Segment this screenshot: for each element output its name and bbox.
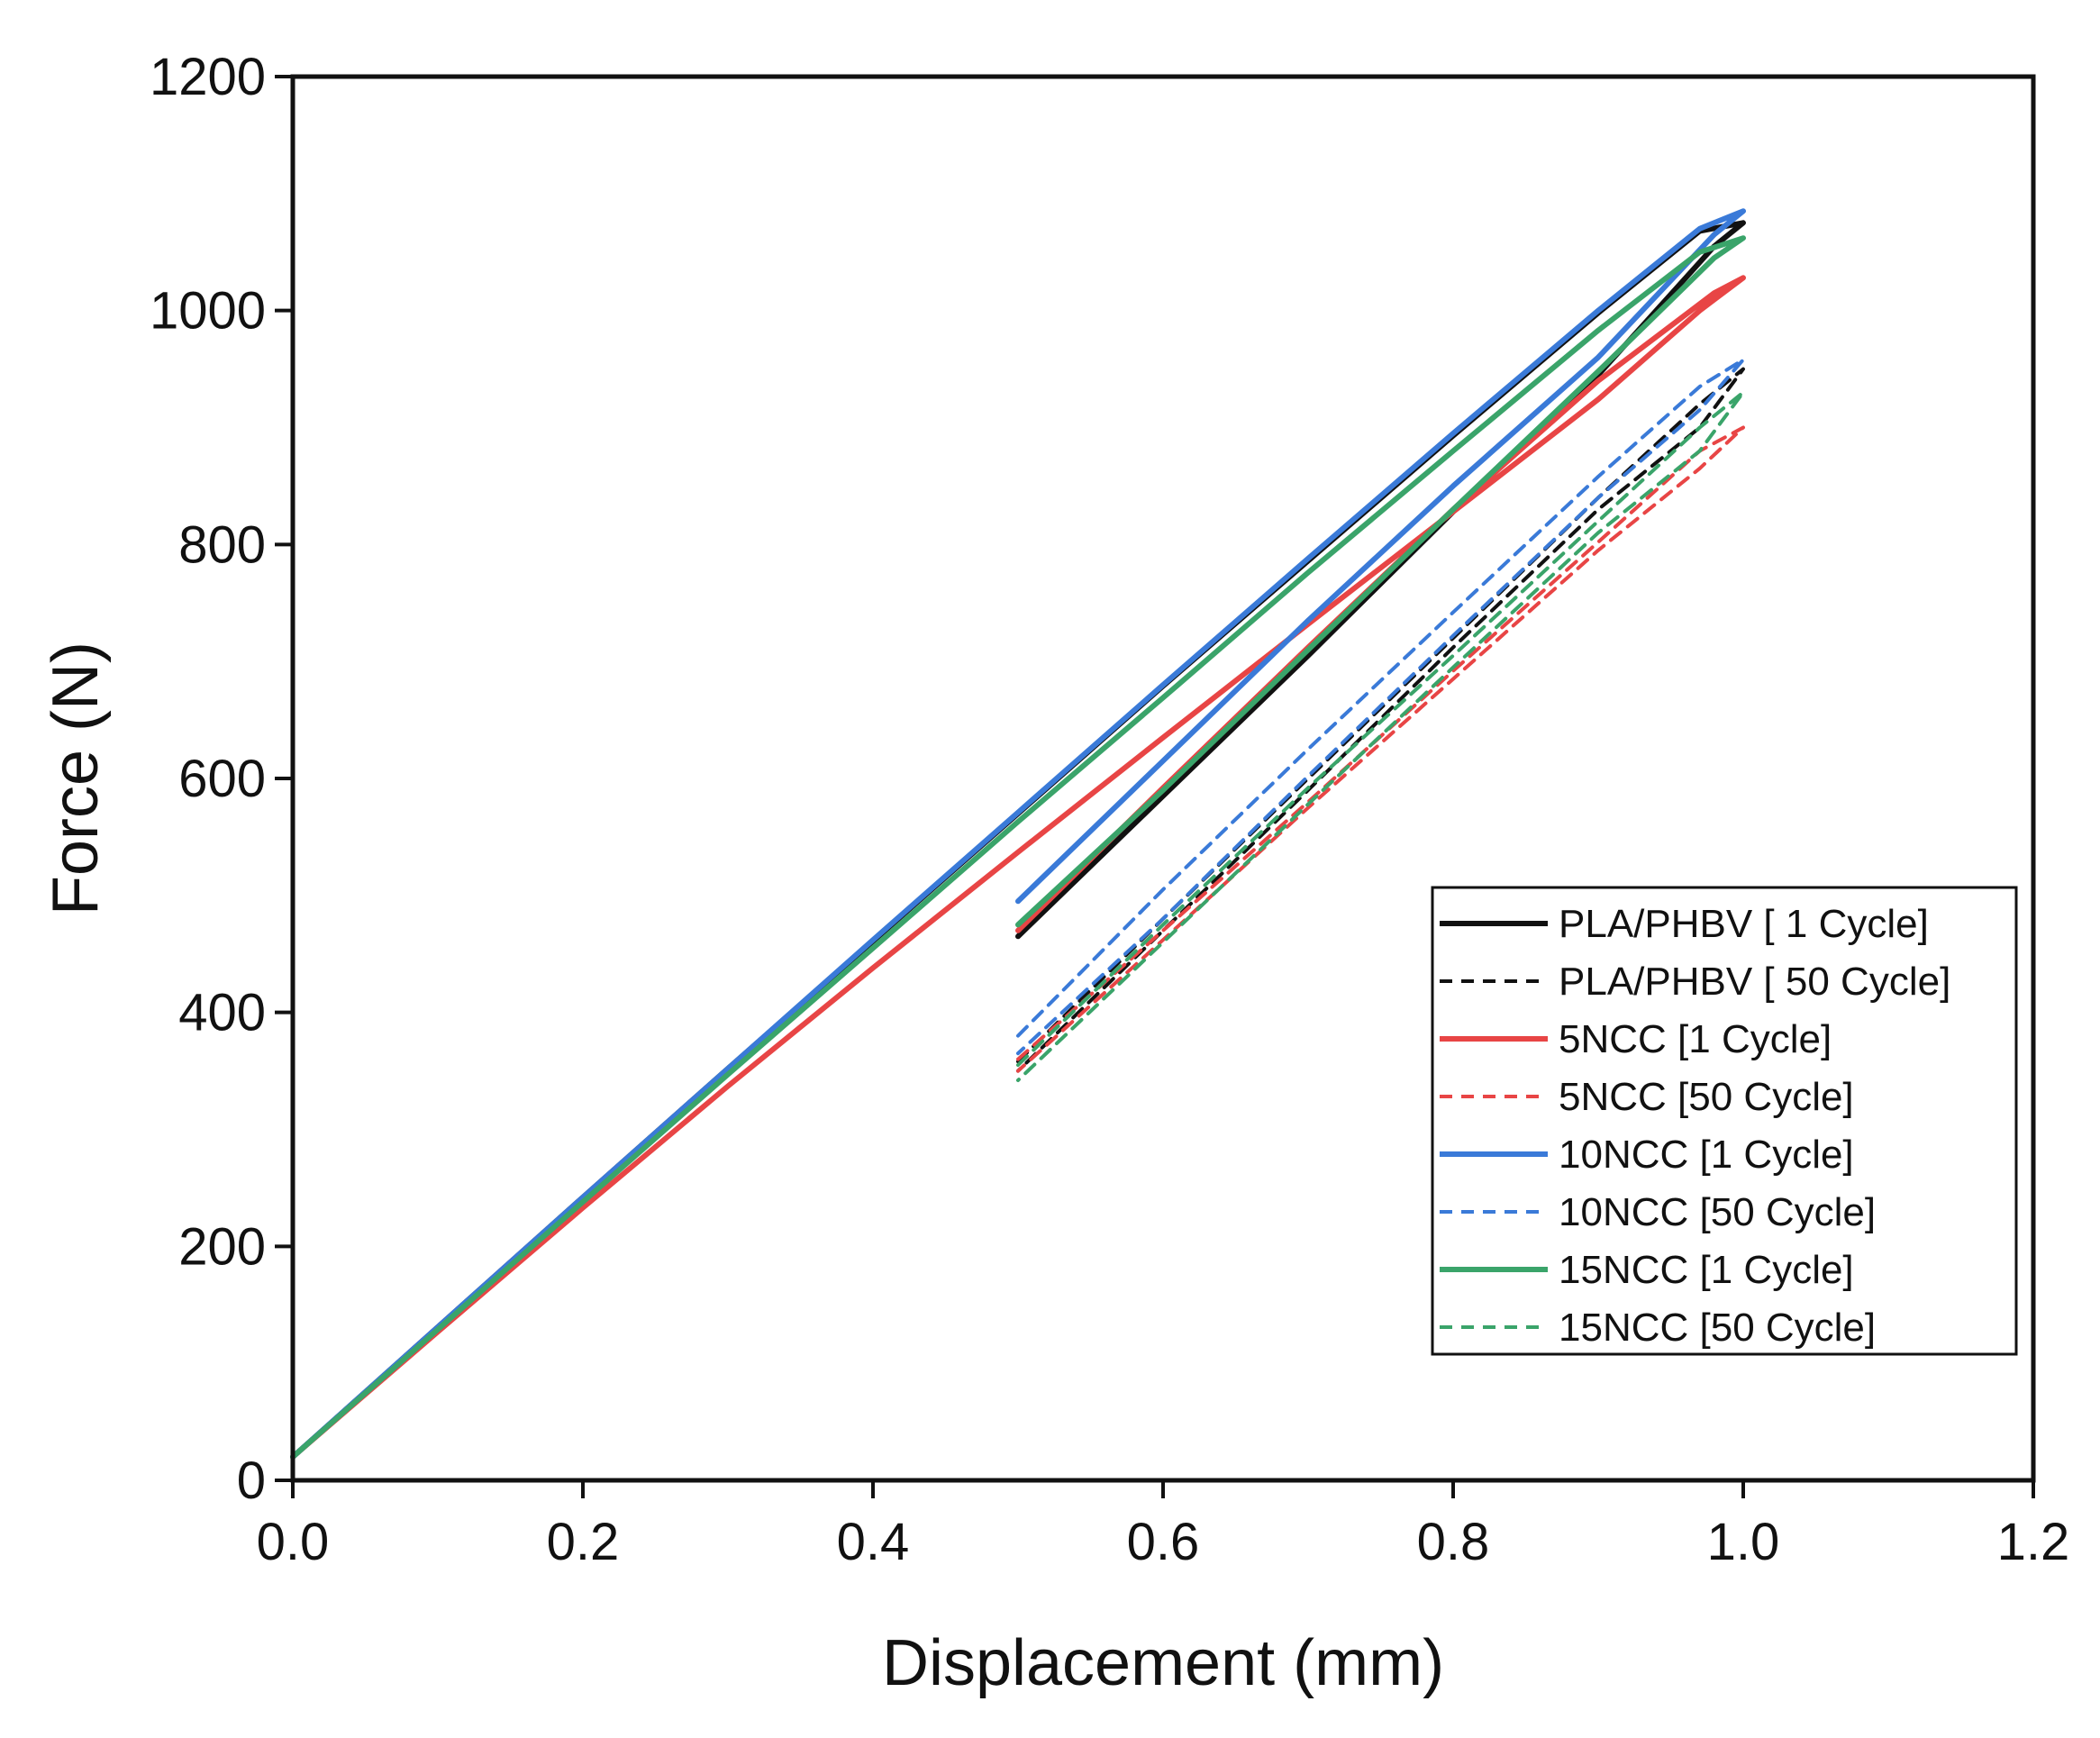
y-axis-title: Force (N)	[40, 642, 112, 915]
x-tick-label: 0.0	[257, 1513, 330, 1571]
y-tick-label: 1000	[150, 282, 266, 341]
legend-label: PLA/PHBV [ 1 Cycle]	[1559, 902, 1929, 946]
x-tick-label: 0.6	[1127, 1513, 1200, 1571]
x-tick-label: 1.2	[1997, 1513, 2070, 1571]
legend-label: 15NCC [1 Cycle]	[1559, 1248, 1854, 1292]
x-tick-label: 1.0	[1707, 1513, 1780, 1571]
y-tick-label: 400	[178, 984, 266, 1042]
y-tick-label: 600	[178, 750, 266, 808]
x-tick-label: 0.8	[1417, 1513, 1490, 1571]
legend-items: PLA/PHBV [ 1 Cycle] PLA/PHBV [ 50 Cycle] 5…	[1440, 902, 1950, 1350]
ticks-layer: 0.0 0.2 0.4 0.6 0.8 1.0 1.2 0 200 400 600 800 1000 12…	[150, 48, 2069, 1571]
x-axis-title: Displacement (mm)	[882, 1627, 1444, 1699]
legend-label: 10NCC [50 Cycle]	[1559, 1190, 1876, 1234]
legend-label: 5NCC [50 Cycle]	[1559, 1075, 1854, 1119]
legend-label: 10NCC [1 Cycle]	[1559, 1133, 1854, 1177]
y-tick-label: 200	[178, 1217, 266, 1276]
legend-label: 5NCC [1 Cycle]	[1559, 1017, 1832, 1061]
y-tick-label: 1200	[150, 48, 266, 106]
legend-label: 15NCC [50 Cycle]	[1559, 1306, 1876, 1350]
legend-box	[1431, 886, 2018, 1356]
legend: PLA/PHBV [ 1 Cycle] PLA/PHBV [ 50 Cycle] 5…	[1431, 886, 2018, 1356]
y-tick-label: 800	[178, 515, 266, 574]
x-tick-label: 0.4	[837, 1513, 910, 1571]
y-tick-label: 0	[237, 1451, 266, 1510]
series-line-15ncc-1-cycle	[290, 235, 1746, 1460]
series-line-15ncc-50-cycle	[1016, 390, 1745, 1082]
legend-label: PLA/PHBV [ 50 Cycle]	[1559, 960, 1950, 1004]
series-layer	[290, 208, 1746, 1460]
series-line-10ncc-1-cycle	[290, 208, 1746, 1460]
x-tick-label: 0.2	[547, 1513, 620, 1571]
